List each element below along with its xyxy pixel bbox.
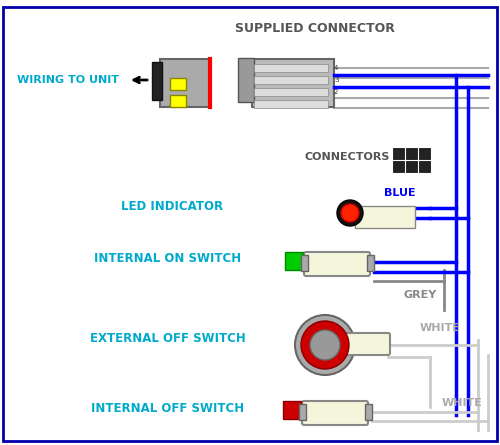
- Circle shape: [310, 330, 340, 360]
- Circle shape: [341, 204, 359, 222]
- Bar: [419, 148, 430, 159]
- Bar: [393, 148, 404, 159]
- Bar: [406, 161, 417, 172]
- Text: WHITE: WHITE: [442, 398, 482, 408]
- Bar: [367, 255, 374, 271]
- Bar: [406, 148, 417, 159]
- Bar: [160, 59, 210, 107]
- Text: SUPPLIED CONNECTOR: SUPPLIED CONNECTOR: [235, 21, 395, 35]
- Text: WIRING TO UNIT: WIRING TO UNIT: [17, 75, 119, 85]
- Bar: [419, 161, 430, 172]
- Bar: [152, 62, 162, 100]
- Bar: [170, 78, 186, 90]
- Bar: [299, 404, 306, 420]
- Bar: [254, 76, 328, 84]
- Bar: [252, 59, 334, 107]
- Circle shape: [337, 200, 363, 226]
- Bar: [254, 64, 328, 72]
- Bar: [355, 206, 415, 228]
- FancyBboxPatch shape: [304, 252, 370, 276]
- Text: GREY: GREY: [404, 290, 436, 300]
- Bar: [170, 95, 186, 107]
- Text: LED INDICATOR: LED INDICATOR: [121, 201, 223, 214]
- Text: 2: 2: [334, 89, 338, 95]
- Text: WHITE: WHITE: [420, 323, 461, 333]
- Text: 4: 4: [334, 65, 338, 71]
- FancyBboxPatch shape: [338, 333, 390, 355]
- Bar: [365, 404, 372, 420]
- Bar: [283, 401, 301, 419]
- FancyBboxPatch shape: [302, 401, 368, 425]
- Text: EXTERNAL OFF SWITCH: EXTERNAL OFF SWITCH: [90, 332, 246, 344]
- Text: CONNECTORS: CONNECTORS: [304, 152, 390, 162]
- Text: BLUE: BLUE: [384, 188, 416, 198]
- Bar: [285, 252, 303, 270]
- Bar: [238, 58, 254, 102]
- Text: INTERNAL ON SWITCH: INTERNAL ON SWITCH: [94, 251, 242, 264]
- Text: 3: 3: [334, 77, 338, 83]
- Circle shape: [301, 321, 349, 369]
- Circle shape: [295, 315, 355, 375]
- Bar: [301, 255, 308, 271]
- Bar: [254, 100, 328, 108]
- Text: INTERNAL OFF SWITCH: INTERNAL OFF SWITCH: [92, 401, 244, 414]
- Bar: [393, 161, 404, 172]
- Bar: [254, 88, 328, 96]
